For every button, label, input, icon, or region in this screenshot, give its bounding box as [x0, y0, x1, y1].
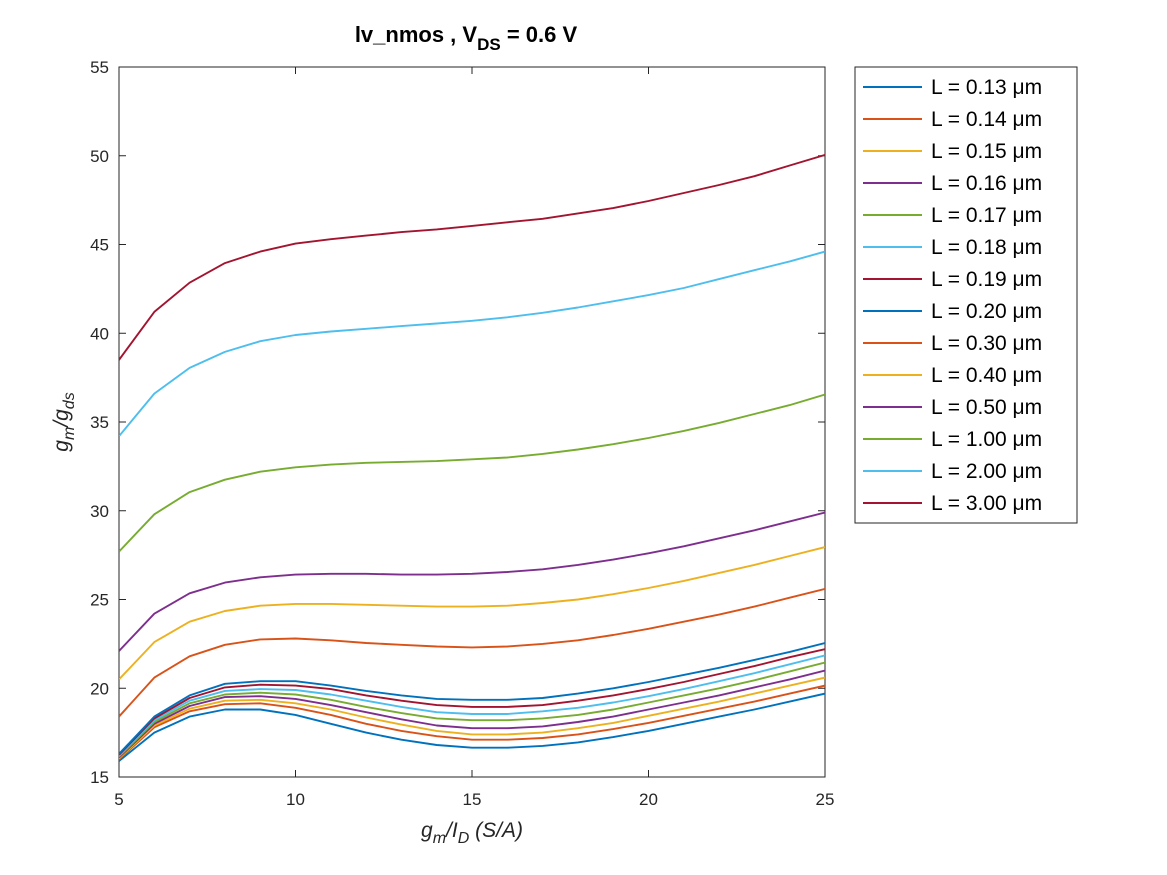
legend-label: L = 3.00 μm [931, 492, 1042, 515]
y-axis-title-mid: /g [50, 409, 73, 429]
x-axis-title: gm/ID (S/A) [421, 819, 523, 847]
series-line [119, 648, 825, 756]
series-line [119, 654, 825, 757]
x-axis-title-sub1: m [433, 830, 446, 847]
y-tick-label: 50 [90, 147, 109, 166]
legend-label: L = 0.50 μm [931, 396, 1042, 419]
series-line [119, 587, 825, 718]
series-line [119, 661, 825, 758]
y-tick-label: 20 [90, 679, 109, 698]
series-line [119, 393, 825, 553]
plot-area [118, 66, 826, 778]
series-line [119, 684, 825, 761]
x-axis-title-main: g [421, 819, 433, 842]
legend: L = 0.13 μm L = 0.14 μm L = 0.15 μm L = 0.1… [854, 66, 1078, 524]
series-line [119, 669, 825, 759]
x-axis-title-sub2: D [458, 830, 470, 847]
y-tick-label: 55 [90, 58, 109, 77]
y-axis: 15 20 25 30 35 40 45 50 55 [90, 58, 825, 787]
series-line [119, 676, 825, 760]
y-tick-label: 30 [90, 502, 109, 521]
y-axis-title-sub1: m [61, 427, 78, 440]
x-axis-title-mid: /I [444, 819, 458, 842]
legend-label: L = 0.30 μm [931, 332, 1042, 355]
series-line [119, 692, 825, 762]
series-line [119, 153, 825, 361]
y-tick-label: 15 [90, 768, 109, 787]
x-tick-label: 20 [639, 790, 658, 809]
y-axis-title: gm/gds [50, 392, 78, 451]
x-tick-label: 15 [463, 790, 482, 809]
y-tick-label: 40 [90, 324, 109, 343]
y-tick-label: 45 [90, 236, 109, 255]
series-line [119, 511, 825, 652]
chart-title-subscript: DS [477, 35, 501, 54]
legend-label: L = 0.15 μm [931, 140, 1042, 163]
series-line [119, 642, 825, 755]
legend-label: L = 0.17 μm [931, 204, 1042, 227]
series-line [119, 250, 825, 437]
legend-label: L = 0.20 μm [931, 300, 1042, 323]
legend-box [854, 66, 1078, 524]
x-tick-label: 10 [286, 790, 305, 809]
legend-label: L = 1.00 μm [931, 428, 1042, 451]
chart-title-tail: = 0.6 V [501, 22, 578, 47]
series-lines [119, 153, 825, 762]
y-tick-label: 35 [90, 413, 109, 432]
series-line [119, 546, 825, 681]
x-tick-label: 25 [816, 790, 835, 809]
chart-title: lv_nmos , VDS = 0.6 V [355, 22, 578, 54]
legend-label: L = 0.40 μm [931, 364, 1042, 387]
chart-title-main: lv_nmos , V [355, 22, 478, 47]
legend-label: L = 2.00 μm [931, 460, 1042, 483]
legend-label: L = 0.14 μm [931, 108, 1042, 131]
y-axis-title-sub2: ds [61, 392, 78, 409]
x-tick-label: 5 [114, 790, 123, 809]
legend-label: L = 0.16 μm [931, 172, 1042, 195]
x-axis: 5 10 15 20 25 [114, 67, 834, 809]
x-axis-title-tail: (S/A) [469, 819, 523, 842]
legend-label: L = 0.13 μm [931, 76, 1042, 99]
legend-label: L = 0.19 μm [931, 268, 1042, 291]
y-tick-label: 25 [90, 591, 109, 610]
y-axis-title-main: g [50, 440, 73, 452]
legend-label: L = 0.18 μm [931, 236, 1042, 259]
